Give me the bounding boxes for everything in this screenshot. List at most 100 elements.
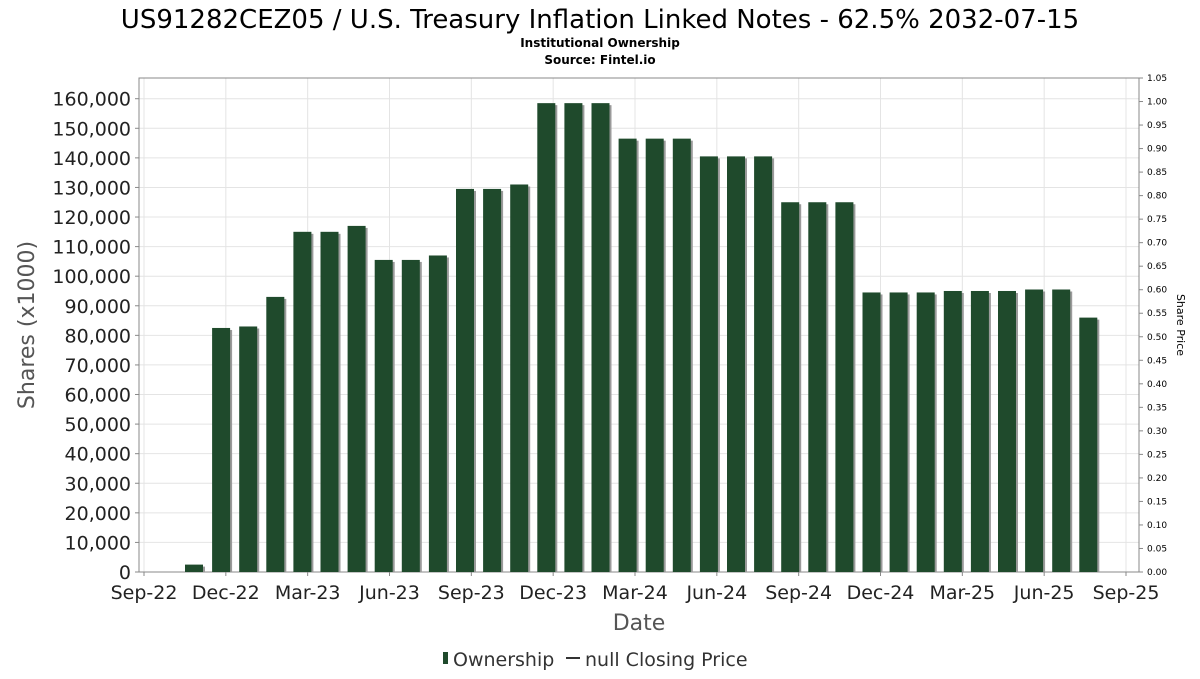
- y2-tick-label: 0.35: [1147, 403, 1167, 413]
- y2-tick-label: 0.15: [1147, 497, 1167, 507]
- chart-subtitle-1: Institutional Ownership: [520, 36, 680, 50]
- y-axis-ticks: 0 10,000 20,000 30,000 40,000 50,000 60,000 70,…: [52, 89, 139, 584]
- y2-tick-label: 0.75: [1147, 215, 1167, 225]
- ownership-bar: [618, 138, 637, 572]
- ownership-bar: [347, 225, 366, 573]
- y2-tick-label: 0.00: [1147, 568, 1167, 578]
- ownership-bar: [1025, 289, 1044, 572]
- plot-area: [138, 77, 1140, 573]
- x-tick-label: Mar-23: [275, 582, 341, 604]
- x-tick-label: Sep-22: [111, 582, 178, 604]
- ownership-bar: [943, 290, 962, 572]
- ownership-bar: [1052, 289, 1071, 572]
- x-axis-label: Date: [613, 611, 666, 636]
- ownership-bar: [537, 103, 556, 573]
- ownership-bar: [374, 259, 393, 572]
- y2-tick-label: 0.25: [1147, 450, 1167, 460]
- chart-title: US91282CEZ05 / U.S. Treasury Inflation L…: [121, 5, 1079, 35]
- ownership-bar: [645, 138, 664, 572]
- y-tick-label: 70,000: [65, 355, 131, 377]
- x-tick-label: Dec-24: [847, 582, 915, 604]
- x-tick-label: Jun-24: [685, 582, 747, 604]
- ownership-bar: [727, 156, 745, 572]
- y-tick-label: 60,000: [65, 385, 131, 407]
- ownership-bar: [564, 103, 583, 573]
- bars: [185, 103, 1100, 573]
- x-tick-label: Mar-25: [929, 582, 995, 604]
- ownership-bar: [320, 231, 339, 572]
- y-tick-label: 20,000: [65, 503, 131, 525]
- y2-tick-label: 0.45: [1147, 356, 1167, 366]
- ownership-bar: [401, 259, 420, 572]
- y2-axis-label: Share Price: [1174, 294, 1187, 356]
- y2-tick-label: 0.50: [1147, 333, 1167, 343]
- chart-subtitle-2: Source: Fintel.io: [544, 53, 655, 67]
- legend-ownership-label: Ownership: [453, 649, 554, 671]
- ownership-bar: [1079, 317, 1098, 572]
- y2-tick-label: 0.80: [1147, 192, 1167, 202]
- y2-tick-label: 0.95: [1147, 121, 1167, 131]
- ownership-bar: [862, 292, 881, 572]
- y2-tick-label: 1.05: [1147, 74, 1167, 84]
- y-tick-label: 90,000: [65, 296, 131, 318]
- x-tick-label: Dec-23: [519, 582, 587, 604]
- ownership-bar: [428, 255, 447, 572]
- y2-tick-label: 0.60: [1147, 286, 1167, 296]
- y2-tick-label: 0.65: [1147, 262, 1167, 272]
- x-tick-label: Jun-25: [1013, 582, 1075, 604]
- ownership-bar: [239, 326, 258, 572]
- ownership-bar: [591, 103, 610, 573]
- legend-closing-price-label: null Closing Price: [585, 649, 748, 671]
- y2-tick-label: 1.00: [1147, 98, 1167, 108]
- ownership-bar: [916, 292, 935, 572]
- y2-axis-ticks: 0.00 0.05 0.10 0.15 0.20 0.25 0.30 0.35 0.40 0.45…: [1139, 74, 1167, 578]
- y2-tick-label: 0.70: [1147, 239, 1167, 249]
- x-axis-ticks: Sep-22 Dec-22 Mar-23 Jun-23 Sep-23 Dec-23 Mar-…: [111, 572, 1160, 604]
- x-tick-label: Dec-22: [192, 582, 260, 604]
- ownership-bar: [889, 292, 908, 572]
- y-tick-label: 50,000: [65, 414, 131, 436]
- y2-tick-label: 0.40: [1147, 380, 1167, 390]
- ownership-bar: [456, 188, 474, 572]
- ownership-bar: [510, 184, 529, 572]
- ownership-bar: [699, 156, 718, 572]
- ownership-bar: [672, 138, 691, 572]
- x-tick-label: Sep-25: [1093, 582, 1160, 604]
- ownership-bar: [483, 188, 502, 572]
- y-tick-label: 0: [119, 562, 131, 584]
- y2-tick-label: 0.05: [1147, 544, 1167, 554]
- y2-tick-label: 0.30: [1147, 427, 1167, 437]
- y-tick-label: 30,000: [65, 473, 131, 495]
- x-tick-label: Sep-23: [438, 582, 505, 604]
- ownership-bar: [754, 156, 773, 572]
- ownership-bar: [212, 327, 231, 572]
- legend: Ownership null Closing Price: [443, 649, 748, 671]
- ownership-bar: [970, 290, 989, 572]
- y2-tick-label: 0.10: [1147, 521, 1167, 531]
- y-tick-label: 100,000: [52, 266, 131, 288]
- y-tick-label: 150,000: [52, 118, 131, 140]
- y-tick-label: 130,000: [52, 177, 131, 199]
- x-tick-label: Sep-24: [765, 582, 832, 604]
- ownership-bar: [185, 564, 203, 572]
- x-tick-label: Jun-23: [358, 582, 420, 604]
- y2-tick-label: 0.20: [1147, 474, 1167, 484]
- y-tick-label: 110,000: [52, 237, 131, 259]
- ownership-bar: [293, 231, 312, 572]
- y-tick-label: 160,000: [52, 89, 131, 111]
- ownership-bar: [781, 202, 800, 573]
- y2-tick-label: 0.90: [1147, 145, 1167, 155]
- y2-tick-label: 0.85: [1147, 168, 1167, 178]
- y2-tick-label: 0.55: [1147, 309, 1167, 319]
- x-tick-label: Mar-24: [602, 582, 668, 604]
- ownership-bar: [835, 202, 854, 573]
- y-tick-label: 80,000: [65, 325, 131, 347]
- ownership-bar: [998, 290, 1016, 572]
- ownership-bar: [266, 296, 285, 572]
- legend-ownership-swatch: [443, 652, 448, 664]
- ownership-bar: [808, 202, 827, 573]
- y-tick-label: 120,000: [52, 207, 131, 229]
- y-axis-label: Shares (x1000): [15, 241, 40, 409]
